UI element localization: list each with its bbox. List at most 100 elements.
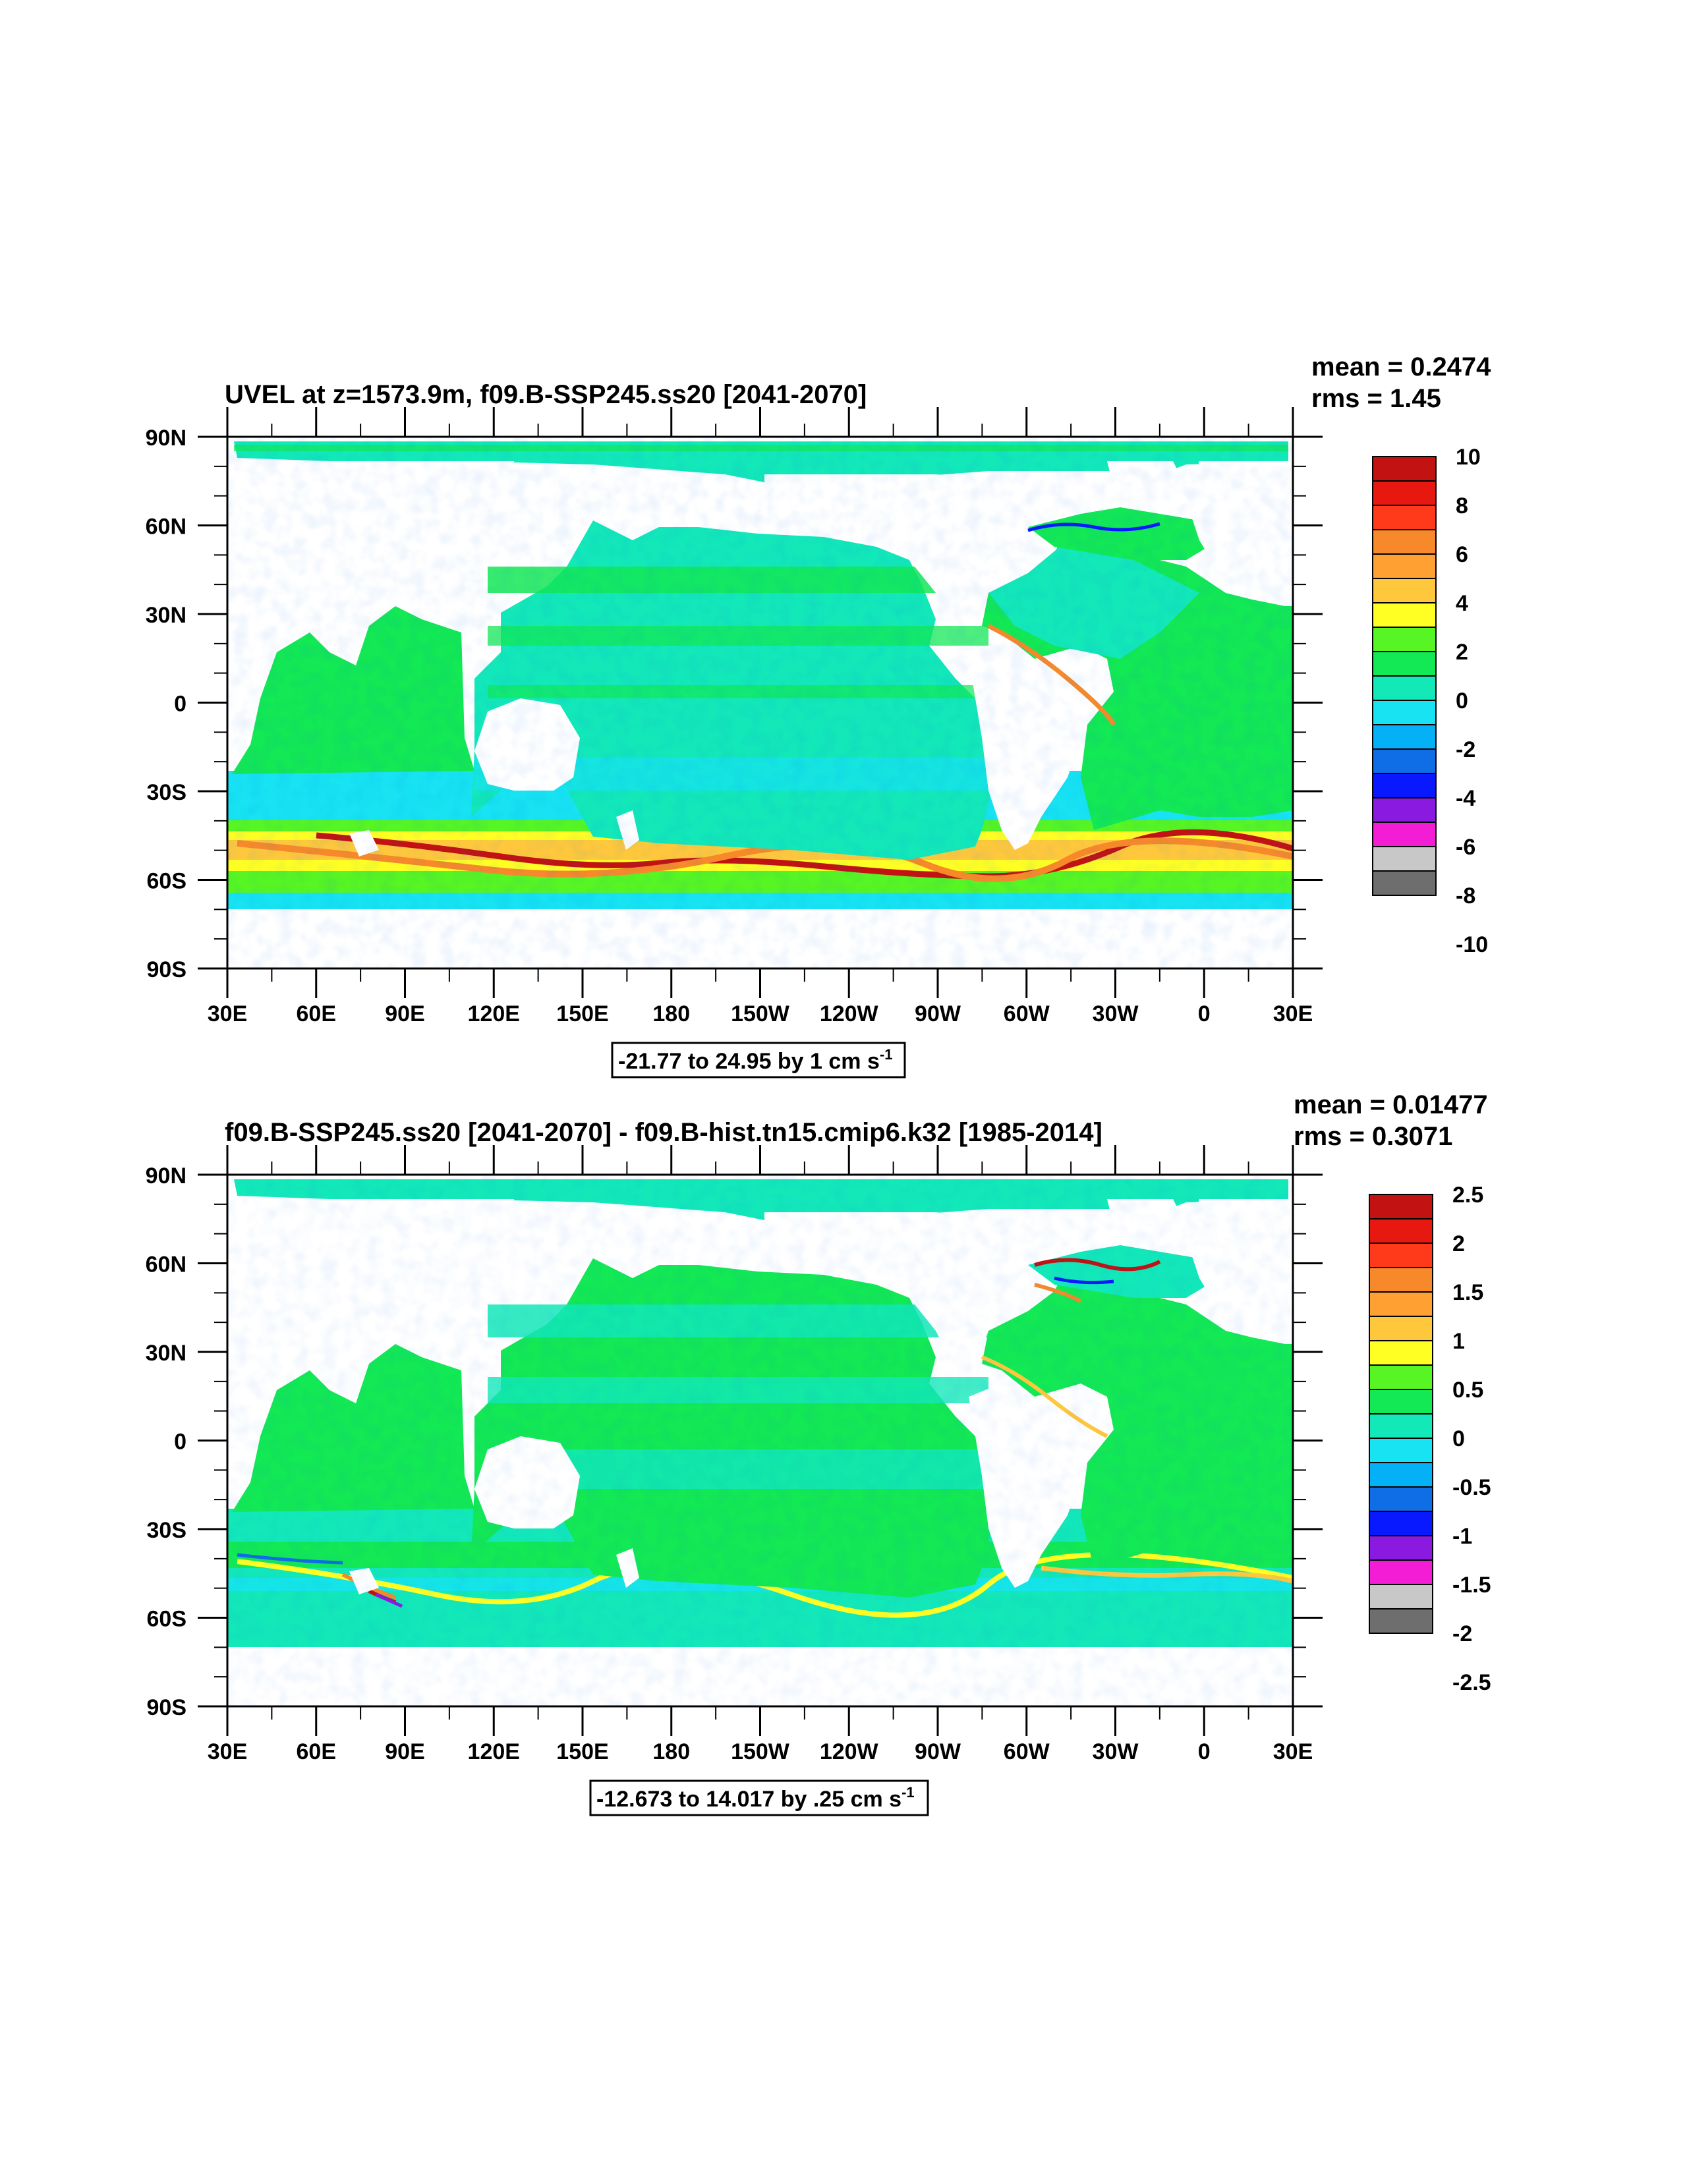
panel-2-colorbar-cell xyxy=(1369,1340,1433,1366)
panel-1-colorbar-cell xyxy=(1372,553,1437,579)
panel-2-lon-label: 150E xyxy=(556,1739,608,1764)
panel-2-colorbar-cell xyxy=(1369,1413,1433,1439)
panel-2-map xyxy=(227,1175,1293,1706)
panel-2-colorbar-label: 2 xyxy=(1452,1231,1465,1256)
panel-1-colorbar-cell xyxy=(1372,456,1437,482)
panel-1-texture xyxy=(227,437,1293,968)
panel-1-colorbar-label: -6 xyxy=(1456,835,1475,860)
panel-2-colorbar-cell xyxy=(1369,1559,1433,1585)
panel-2-colorbar-label: 1.5 xyxy=(1452,1280,1483,1305)
panel-2-lat-label: 60S xyxy=(147,1607,187,1632)
panel-2-colorbar-cell xyxy=(1369,1316,1433,1341)
panel-2-lat-axis: 90N 60N 30N 0 30S 60S 90S xyxy=(146,1163,186,1720)
panel-2-colorbar-label: 1 xyxy=(1452,1329,1465,1354)
panel-1-lon-label: 30E xyxy=(208,1001,248,1026)
panel-2-colorbar-label: -0.5 xyxy=(1452,1475,1491,1500)
panel-2-colorbar-cell xyxy=(1369,1462,1433,1488)
panel-1-colorbar-cell xyxy=(1372,505,1437,530)
panel-2-rms: rms = 0.3071 xyxy=(1294,1122,1452,1151)
panel-1-colorbar-cell xyxy=(1372,846,1437,872)
panel-1-lat-label: 0 xyxy=(174,692,186,717)
panel-1-lon-axis: 30E 60E 90E 120E 150E 180 150W 120W 90W 60W 30W 0 30… xyxy=(208,1001,1313,1026)
panel-1-lon-label: 30E xyxy=(1273,1001,1313,1026)
panel-2-range-label: -12.673 to 14.017 by .25 cm s-1 xyxy=(596,1784,915,1812)
panel-1-lat-label: 90N xyxy=(146,426,186,451)
panel-1-colorbar-label: 0 xyxy=(1456,688,1468,714)
panel-1-colorbar-cell xyxy=(1372,602,1437,628)
panel-1-lon-label: 90E xyxy=(385,1001,425,1026)
panel-2-range-box-border xyxy=(589,1779,929,1816)
panel-2-colorbar-cell xyxy=(1369,1486,1433,1512)
panel-1-colorbar-label: -8 xyxy=(1456,883,1475,909)
panel-2-colorbar-labels: 2.5 2 1.5 1 0.5 0 -0.5 -1 -1.5 -2 -2.5 xyxy=(1452,1183,1491,1695)
panel-1-lat-axis: 90N 60N 30N 0 30S 60S 90S xyxy=(146,426,186,982)
panel-1-colorbar-label: 2 xyxy=(1456,640,1468,665)
panel-1-colorbar-label: -2 xyxy=(1456,737,1475,762)
panel-2-lon-label: 0 xyxy=(1198,1739,1211,1764)
panel-1-colorbar-label: -10 xyxy=(1456,932,1488,957)
panel-2-lon-label: 90W xyxy=(915,1739,961,1764)
panel-1-lon-label: 60E xyxy=(297,1001,337,1026)
panel-1-range-box: -21.77 to 24.95 by 1 cm s-1 xyxy=(611,1042,906,1078)
panel-2-colorbar-label: 0 xyxy=(1452,1426,1465,1451)
panel-2-colorbar-cell xyxy=(1369,1389,1433,1414)
panel-2-colorbar-cell xyxy=(1369,1364,1433,1390)
panel-1-lat-label: 90S xyxy=(147,957,187,982)
panel-1-colorbar-cell xyxy=(1372,870,1437,896)
panel-1-colorbar-labels: 10 8 6 4 2 0 -2 -4 -6 -8 -10 xyxy=(1456,445,1488,957)
panel-2-lat-label: 60N xyxy=(146,1252,186,1277)
panel-1-colorbar-cell xyxy=(1372,822,1437,847)
panel-2-colorbar-cell xyxy=(1369,1535,1433,1561)
panel-1-range-box-border xyxy=(611,1042,906,1078)
panel-1-lon-label: 120E xyxy=(468,1001,520,1026)
panel-1-mean: mean = 0.2474 xyxy=(1311,352,1491,381)
panel-2: f09.B-SSP245.ss20 [2041-2070] - f09.B-hi… xyxy=(146,1090,1491,1816)
panel-2-colorbar-label: -1 xyxy=(1452,1524,1472,1549)
panel-1-colorbar-cell xyxy=(1372,480,1437,506)
panel-2-lon-axis: 30E 60E 90E 120E 150E 180 150W 120W 90W 60W 30W 0 30… xyxy=(208,1739,1313,1764)
panel-1-lat-label: 30S xyxy=(147,780,187,805)
panel-2-lon-label: 30W xyxy=(1093,1739,1139,1764)
panel-2-colorbar-label: -2 xyxy=(1452,1621,1472,1646)
panel-2-lat-label: 90S xyxy=(147,1695,187,1720)
panel-2-lat-label: 0 xyxy=(174,1430,186,1455)
panel-1-colorbar-cell xyxy=(1372,627,1437,652)
panel-2-lat-label: 90N xyxy=(146,1163,186,1189)
panel-2-colorbar-label: -1.5 xyxy=(1452,1573,1491,1598)
panel-2-colorbar-label: 0.5 xyxy=(1452,1378,1483,1403)
panel-1-lat-label: 60N xyxy=(146,515,186,540)
panel-1-map xyxy=(227,437,1293,968)
panel-2-lon-label: 30E xyxy=(1273,1739,1313,1764)
panel-2-colorbar-label: -2.5 xyxy=(1452,1670,1491,1695)
panel-1-colorbar-cell xyxy=(1372,675,1437,701)
panel-2-colorbar-cell xyxy=(1369,1584,1433,1610)
panel-1-lat-label: 30N xyxy=(146,603,186,628)
panel-2-lon-label: 180 xyxy=(652,1739,690,1764)
panel-1-colorbar-label: 6 xyxy=(1456,542,1468,567)
panel-2-colorbar-cell xyxy=(1369,1608,1433,1634)
panel-1-lon-label: 120W xyxy=(820,1001,879,1026)
panel-1-colorbar-label: 4 xyxy=(1456,591,1468,616)
panel-1-colorbar-label: -4 xyxy=(1456,786,1475,811)
panel-1-colorbar-label: 10 xyxy=(1456,445,1481,470)
panel-1-lon-label: 90W xyxy=(915,1001,961,1026)
panel-2-lon-label: 150W xyxy=(731,1739,790,1764)
panel-1-lon-label: 60W xyxy=(1004,1001,1050,1026)
panel-2-lon-label: 120W xyxy=(820,1739,879,1764)
panel-1-ticks xyxy=(198,407,1323,998)
panel-1-colorbar xyxy=(1372,456,1437,896)
panel-2-colorbar-cell xyxy=(1369,1291,1433,1317)
panel-2-colorbar-cell xyxy=(1369,1194,1433,1219)
panel-2-title: f09.B-SSP245.ss20 [2041-2070] - f09.B-hi… xyxy=(225,1118,1102,1147)
panel-2-colorbar-cell xyxy=(1369,1243,1433,1268)
panel-1-colorbar-cell xyxy=(1372,724,1437,750)
panel-2-lat-label: 30S xyxy=(147,1518,187,1543)
panel-1-colorbar-cell xyxy=(1372,578,1437,603)
panel-2-lon-label: 60W xyxy=(1004,1739,1050,1764)
panel-1-lon-label: 150E xyxy=(556,1001,608,1026)
panel-2-lon-label: 60E xyxy=(297,1739,337,1764)
panel-2-lon-label: 30E xyxy=(208,1739,248,1764)
panel-1-colorbar-cell xyxy=(1372,748,1437,774)
panel-2-colorbar xyxy=(1369,1194,1433,1634)
